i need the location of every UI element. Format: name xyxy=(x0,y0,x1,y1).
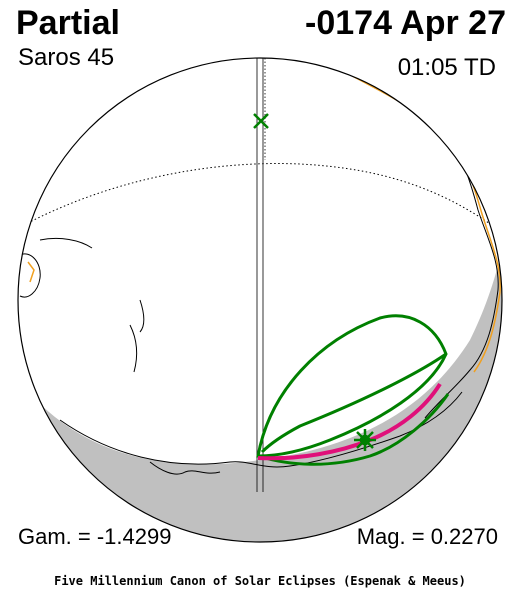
globe-disc xyxy=(18,58,502,542)
saros-number: Saros 45 xyxy=(18,44,115,71)
antarctica-peninsula xyxy=(149,461,221,475)
penumbra-limit-curve-inner xyxy=(260,352,447,454)
x-marker xyxy=(253,113,269,129)
eclipse-date: -0174 Apr 27 xyxy=(305,4,506,42)
eclipse-type-title: Partial xyxy=(16,4,120,42)
gamma-value: Gam. = -1.4299 xyxy=(18,524,172,549)
globe-outline xyxy=(17,57,503,543)
star-marker xyxy=(354,429,376,451)
source-credit: Five Millennium Canon of Solar Eclipses … xyxy=(54,574,466,588)
penumbra-limit-curve xyxy=(256,314,448,458)
new-guinea-coast xyxy=(39,237,93,249)
new-zealand-coast xyxy=(129,299,145,373)
border-fragment xyxy=(27,261,35,283)
australia-coast xyxy=(19,253,41,298)
penumbra-limit-curve-lower xyxy=(257,393,450,466)
magnitude-value: Mag. = 0.2270 xyxy=(356,524,498,549)
eclipse-time: 01:05 TD xyxy=(397,54,496,81)
